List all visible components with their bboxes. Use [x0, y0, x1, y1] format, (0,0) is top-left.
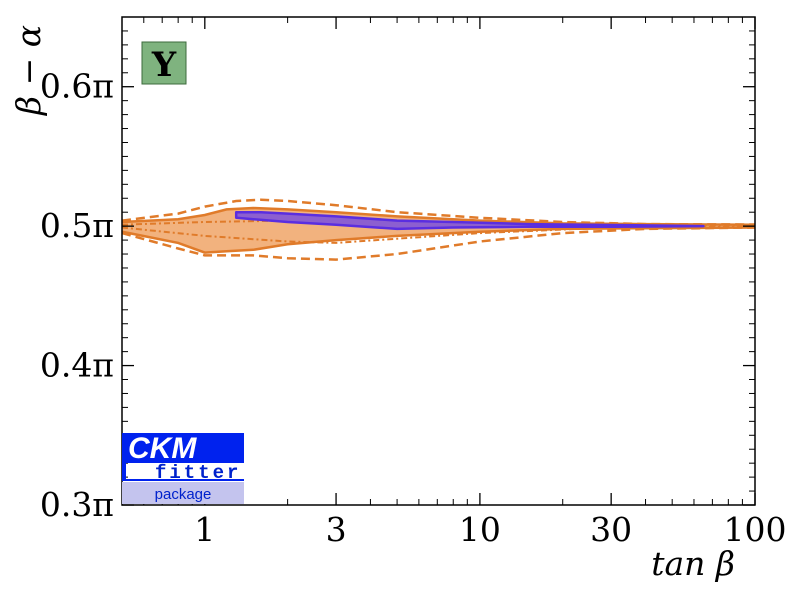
y-tick-label: 0.5π	[40, 206, 114, 245]
logo-fitter-text: fitter	[155, 462, 241, 484]
y-tick-label: 0.4π	[40, 346, 114, 385]
y-tick-label: 0.3π	[40, 485, 114, 524]
x-tick-label: 100	[724, 510, 787, 549]
x-axis-title: tan β	[651, 544, 735, 583]
purple-region	[234, 210, 705, 231]
logo-divider-top	[122, 461, 244, 463]
x-tick-label: 3	[326, 510, 347, 549]
x-tick-label: 30	[590, 510, 632, 549]
logo-left-bar	[122, 461, 126, 481]
y-axis-title: β − α	[9, 25, 48, 117]
series-layer	[122, 198, 755, 261]
badge-box	[141, 41, 187, 85]
band-95-lower-line	[122, 226, 755, 261]
band-68-lower-line	[122, 226, 755, 254]
logo-bottom-band	[122, 482, 244, 504]
badge: Y	[141, 41, 187, 85]
x-tick-label: 1	[194, 510, 215, 549]
logo-package-text: package	[155, 486, 212, 503]
y-tick-label: 0.6π	[40, 67, 114, 106]
plot-frame	[121, 16, 756, 506]
badge-label: Y	[151, 45, 177, 85]
logo-divider-bottom	[122, 479, 244, 481]
axes: 1 3 10 30 100 0.3π 0.4π 0.5π 0.6π	[40, 16, 787, 549]
logo-top-band	[122, 433, 244, 461]
x-tick-label: 10	[459, 510, 501, 549]
logo-ckm-text: CKM	[128, 432, 197, 465]
